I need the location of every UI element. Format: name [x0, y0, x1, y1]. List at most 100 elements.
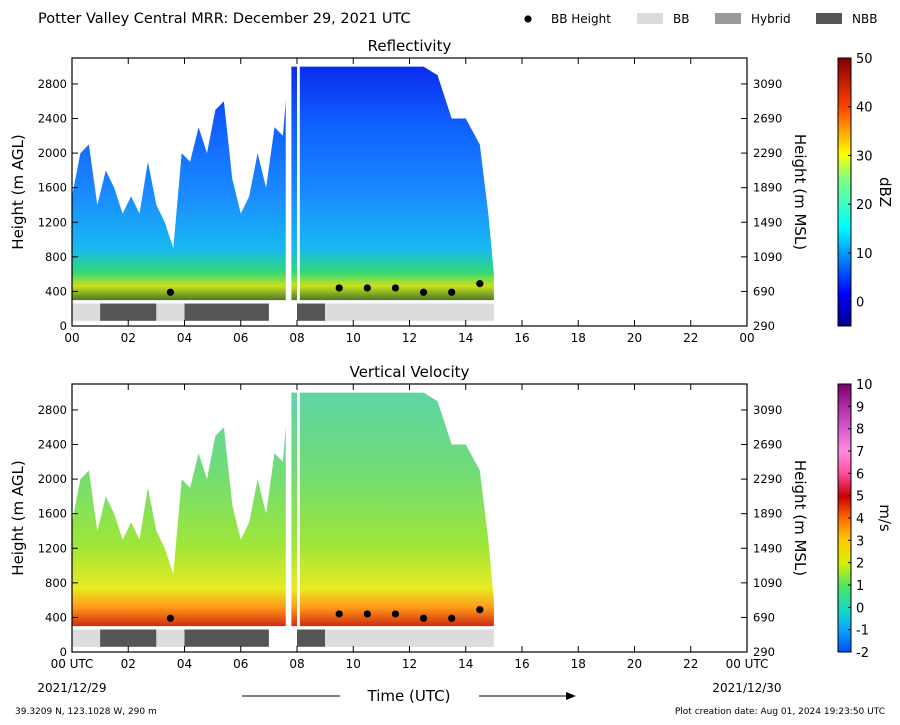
velocity-y-tick-label-2: 800: [45, 576, 67, 590]
reflectivity-echo-field: [72, 66, 494, 301]
velocity-x-tick-label-10: 20: [627, 657, 642, 671]
reflectivity-x-tick-label-2: 04: [177, 331, 192, 345]
reflectivity-panel: 00 02 04 06 08 10 12 14 16 18 20 22 0004008001200160…: [9, 37, 809, 345]
velocity-x-tick-label-8: 16: [514, 657, 529, 671]
reflectivity-y-right-tick-label-0: 290: [753, 319, 775, 333]
colorbar-ms-tick-label-6: 4: [856, 512, 864, 527]
colorbar-ms-tick-label-12: 10: [856, 378, 873, 393]
velocity-bb-height-point-5: [448, 614, 456, 622]
velocity-y-right-tick-label-1: 690: [753, 610, 775, 624]
velocity-bb-height-point-6: [476, 606, 484, 614]
velocity-bb-height-point-2: [363, 610, 371, 618]
reflectivity-y-right-tick-label-5: 2290: [753, 146, 782, 160]
colorbar-ms-tick-label-5: 3: [856, 534, 864, 549]
colorbar-ms-tick-label-3: 1: [856, 579, 864, 594]
velocity-bb-type-nbb-4: [297, 629, 326, 647]
velocity-y-tick-label-3: 1200: [38, 541, 67, 555]
velocity-y-right-tick-label-5: 2290: [753, 472, 782, 486]
reflectivity-y-tick-label-3: 1200: [38, 215, 67, 229]
reflectivity-y-tick-label-7: 2800: [38, 77, 67, 91]
velocity-x-tick-label-0: 00 UTC: [51, 657, 94, 671]
colorbar-dbz-label: dBZ: [876, 177, 894, 207]
velocity-bb-height-point-1: [335, 610, 343, 618]
velocity-y-tick-label-4: 1600: [38, 507, 67, 521]
velocity-x-tick-label-1: 02: [121, 657, 136, 671]
reflectivity-y-tick-label-5: 2000: [38, 146, 67, 160]
velocity-x-tick-label-2: 04: [177, 657, 192, 671]
velocity-y-axis-label: Height (m AGL): [9, 460, 27, 575]
legend: BB Height BB Hybrid NBB: [524, 12, 877, 26]
velocity-y-right-tick-label-4: 1890: [753, 507, 782, 521]
reflectivity-x-tick-label-12: 00: [739, 331, 754, 345]
colorbar-ms-tick-label-10: 8: [856, 423, 864, 438]
reflectivity-bb-height-point-4: [419, 288, 428, 296]
reflectivity-x-tick-label-4: 08: [289, 331, 304, 345]
velocity-y-tick-label-0: 0: [60, 645, 67, 659]
velocity-bb-type-bb-2: [156, 629, 185, 647]
reflectivity-bb-type-bb-0: [72, 303, 101, 321]
reflectivity-y-tick-label-2: 800: [45, 250, 67, 264]
velocity-x-tick-label-9: 18: [571, 657, 586, 671]
colorbar-ms-tick-label-7: 5: [856, 490, 864, 505]
reflectivity-x-tick-label-10: 20: [627, 331, 642, 345]
reflectivity-y-right-tick-label-7: 3090: [753, 77, 782, 91]
vertical-velocity-panel: 00 UTC 02 04 06 08 10 12 14 16 18 20 22 00 UTC040080…: [9, 363, 809, 671]
reflectivity-y-tick-label-1: 400: [45, 284, 67, 298]
legend-hybrid-swatch: [715, 13, 741, 24]
colorbar-ms-tick-label-9: 7: [856, 445, 864, 460]
colorbar-ms: -2 -1 0 1 2 3 4 5 6 7 8 9 10 m/s: [837, 378, 894, 661]
reflectivity-x-tick-label-3: 06: [233, 331, 248, 345]
velocity-y-tick-label-7: 2800: [38, 403, 67, 417]
reflectivity-data-gap-0: [285, 59, 292, 325]
reflectivity-y-right-tick-label-1: 690: [753, 284, 775, 298]
colorbar-ms-tick-label-0: -2: [856, 646, 869, 661]
reflectivity-y-axis-label: Height (m AGL): [9, 134, 27, 249]
velocity-y-right-tick-label-7: 3090: [753, 403, 782, 417]
reflectivity-data-gap-1: [297, 59, 300, 325]
velocity-bb-type-nbb-3: [184, 629, 269, 647]
colorbar-dbz-tick-label-3: 30: [856, 149, 873, 164]
velocity-y-tick-label-1: 400: [45, 610, 67, 624]
colorbar-ms-tick-label-1: -1: [856, 624, 869, 639]
velocity-bb-type-bb-5: [325, 629, 494, 647]
end-date-label: 2021/12/30: [712, 681, 781, 695]
velocity-bb-type-nbb-1: [100, 629, 157, 647]
velocity-panel-title: Vertical Velocity: [350, 363, 470, 381]
velocity-bb-height-point-4: [419, 614, 428, 622]
colorbar-ms-tick-label-2: 0: [856, 601, 864, 616]
colorbar-dbz-tick-label-1: 10: [856, 247, 873, 262]
velocity-y-right-axis-label: Height (m MSL): [791, 460, 809, 576]
reflectivity-bb-height-point-0: [166, 288, 175, 296]
velocity-y-right-tick-label-3: 1490: [753, 541, 782, 555]
legend-nbb-label: NBB: [852, 12, 877, 26]
velocity-bb-height-point-3: [391, 610, 400, 618]
legend-nbb-swatch: [816, 13, 842, 24]
legend-hybrid-label: Hybrid: [751, 12, 791, 26]
reflectivity-bb-height-point-6: [476, 280, 484, 288]
velocity-y-tick-label-5: 2000: [38, 472, 67, 486]
velocity-y-right-tick-label-0: 290: [753, 645, 775, 659]
reflectivity-bb-type-nbb-4: [297, 303, 326, 321]
legend-bb-swatch: [637, 13, 663, 24]
colorbar-ms-tick-label-4: 2: [856, 557, 864, 572]
reflectivity-bb-type-bb-2: [156, 303, 185, 321]
location-label: 39.3209 N, 123.1028 W, 290 m: [15, 707, 157, 717]
legend-bb-height-marker: [524, 15, 532, 23]
velocity-y-right-tick-label-2: 1090: [753, 576, 782, 590]
reflectivity-x-tick-label-0: 00: [64, 331, 79, 345]
reflectivity-bb-height-point-1: [335, 284, 343, 292]
reflectivity-bb-type-bb-5: [325, 303, 494, 321]
reflectivity-y-right-tick-label-2: 1090: [753, 250, 782, 264]
reflectivity-panel-title: Reflectivity: [368, 37, 452, 55]
velocity-bb-height-point-0: [166, 614, 175, 622]
reflectivity-bb-height-point-5: [448, 288, 456, 296]
reflectivity-x-tick-label-1: 02: [121, 331, 136, 345]
reflectivity-x-tick-label-7: 14: [458, 331, 473, 345]
velocity-x-tick-label-4: 08: [289, 657, 304, 671]
reflectivity-x-tick-label-11: 22: [683, 331, 698, 345]
colorbar-ms-tick-label-8: 6: [856, 467, 864, 482]
velocity-bb-type-bb-0: [72, 629, 101, 647]
reflectivity-y-tick-label-4: 1600: [38, 181, 67, 195]
reflectivity-x-tick-label-5: 10: [346, 331, 361, 345]
